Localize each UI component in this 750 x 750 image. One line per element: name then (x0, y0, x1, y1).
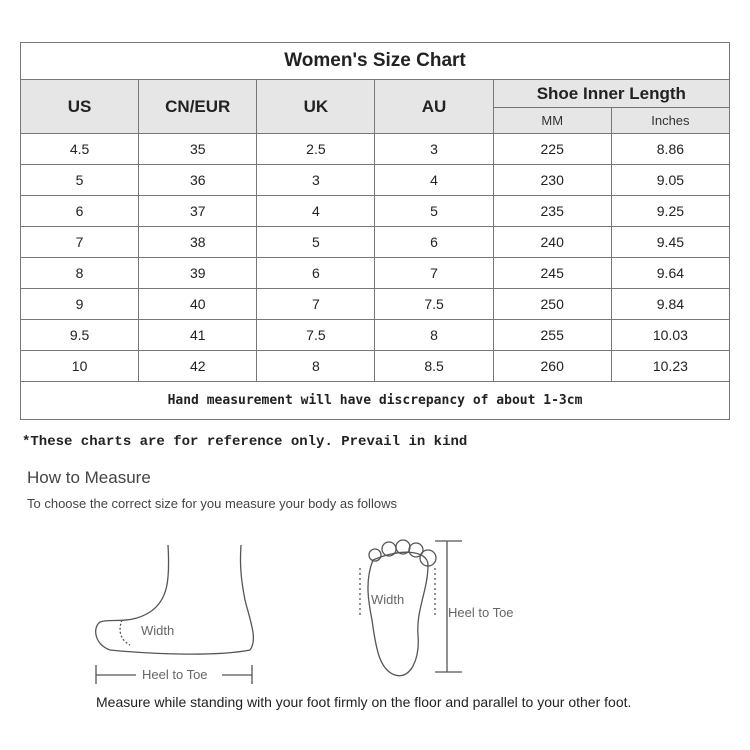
measure-instruction: Measure while standing with your foot fi… (96, 694, 632, 710)
table-cell: 6 (19, 195, 140, 227)
table-cell: 7 (374, 257, 494, 289)
table-cell: 9.05 (610, 164, 731, 196)
side-length-label: Heel to Toe (142, 667, 208, 682)
table-cell: 8 (374, 319, 494, 351)
measurement-note: Hand measurement will have discrepancy o… (20, 381, 730, 420)
side-foot-drawing (95, 544, 254, 655)
side-length-arrow (95, 665, 253, 684)
table-row: 5 36 3 4 230 9.05 (19, 164, 731, 196)
table-cell: 5 (19, 164, 140, 196)
table-cell: 3 (256, 164, 376, 196)
table-cell: 8.86 (610, 133, 731, 165)
table-row: 9 40 7 7.5 250 9.84 (19, 288, 731, 320)
table-cell: 8.5 (374, 350, 494, 382)
table-row: 8 39 6 7 245 9.64 (19, 257, 731, 289)
table-cell: 255 (492, 319, 612, 351)
table-row: 4.5 35 2.5 3 225 8.86 (19, 133, 731, 165)
side-width-bracket (119, 619, 131, 646)
table-row: 6 37 4 5 235 9.25 (19, 195, 731, 227)
table-cell: 7 (19, 226, 140, 258)
size-chart-table: Women's Size Chart US CN/EUR UK AU Shoe … (19, 42, 731, 420)
toes-drawing (368, 539, 437, 567)
top-width-label: Width (371, 592, 405, 607)
table-cell: 10 (19, 350, 140, 382)
table-cell: 4 (256, 195, 376, 227)
subheader-inches: Inches (610, 107, 731, 134)
subheader-mm: MM (492, 107, 612, 134)
table-cell: 4.5 (19, 133, 140, 165)
table-cell: 260 (492, 350, 612, 382)
header-inner-length: Shoe Inner Length (492, 79, 731, 108)
table-cell: 35 (138, 133, 258, 165)
table-cell: 2.5 (256, 133, 376, 165)
reference-note: *These charts are for reference only. Pr… (22, 434, 468, 450)
table-cell: 235 (492, 195, 612, 227)
table-title: Women's Size Chart (20, 42, 730, 80)
table-cell: 40 (138, 288, 258, 320)
how-to-title: How to Measure (27, 468, 151, 487)
table-cell: 10.23 (610, 350, 731, 382)
table-cell: 4 (374, 164, 494, 196)
top-width-bracket (359, 568, 436, 618)
header-uk: UK (256, 79, 376, 134)
table-cell: 42 (138, 350, 258, 382)
table-cell: 8 (19, 257, 140, 289)
side-width-label: Width (141, 623, 175, 638)
table-cell: 230 (492, 164, 612, 196)
table-cell: 37 (138, 195, 258, 227)
header-au: AU (374, 79, 494, 134)
top-length-arrow (435, 540, 462, 673)
table-cell: 41 (138, 319, 258, 351)
table-cell: 250 (492, 288, 612, 320)
top-foot-drawing (367, 551, 429, 677)
table-cell: 9.84 (610, 288, 731, 320)
top-length-label: Heel to Toe (448, 605, 514, 620)
table-cell: 9.64 (610, 257, 731, 289)
how-to-subtitle: To choose the correct size for you measu… (27, 496, 397, 511)
table-cell: 7.5 (374, 288, 494, 320)
table-cell: 9 (19, 288, 140, 320)
table-row: 10 42 8 8.5 260 10.23 (19, 350, 731, 382)
